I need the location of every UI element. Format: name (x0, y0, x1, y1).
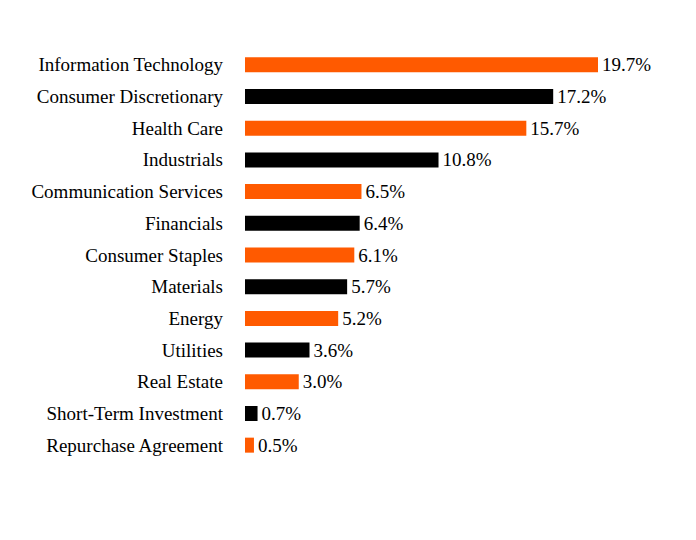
svg-text:Communication Services: Communication Services (31, 181, 223, 202)
svg-text:Materials: Materials (151, 276, 223, 297)
svg-text:Repurchase Agreement: Repurchase Agreement (46, 435, 223, 456)
svg-text:Short-Term Investment: Short-Term Investment (47, 403, 224, 424)
svg-text:6.5%: 6.5% (365, 181, 405, 202)
svg-text:Financials: Financials (145, 213, 223, 234)
svg-text:0.5%: 0.5% (258, 435, 298, 456)
svg-text:Consumer Staples: Consumer Staples (85, 245, 223, 266)
svg-text:5.2%: 5.2% (342, 308, 382, 329)
svg-text:Utilities: Utilities (162, 340, 223, 361)
svg-text:19.7%: 19.7% (602, 54, 651, 75)
svg-text:10.8%: 10.8% (443, 149, 492, 170)
svg-text:17.2%: 17.2% (557, 86, 606, 107)
svg-text:Information Technology: Information Technology (38, 54, 223, 75)
svg-text:Consumer Discretionary: Consumer Discretionary (37, 86, 224, 107)
svg-text:Energy: Energy (168, 308, 223, 329)
svg-text:3.6%: 3.6% (314, 340, 354, 361)
svg-text:15.7%: 15.7% (530, 118, 579, 139)
svg-text:Real Estate: Real Estate (137, 371, 223, 392)
svg-text:5.7%: 5.7% (351, 276, 391, 297)
svg-text:0.7%: 0.7% (262, 403, 302, 424)
svg-text:Industrials: Industrials (143, 149, 223, 170)
svg-text:6.4%: 6.4% (364, 213, 404, 234)
svg-text:Health Care: Health Care (132, 118, 223, 139)
svg-text:3.0%: 3.0% (303, 371, 343, 392)
svg-text:6.1%: 6.1% (358, 245, 398, 266)
